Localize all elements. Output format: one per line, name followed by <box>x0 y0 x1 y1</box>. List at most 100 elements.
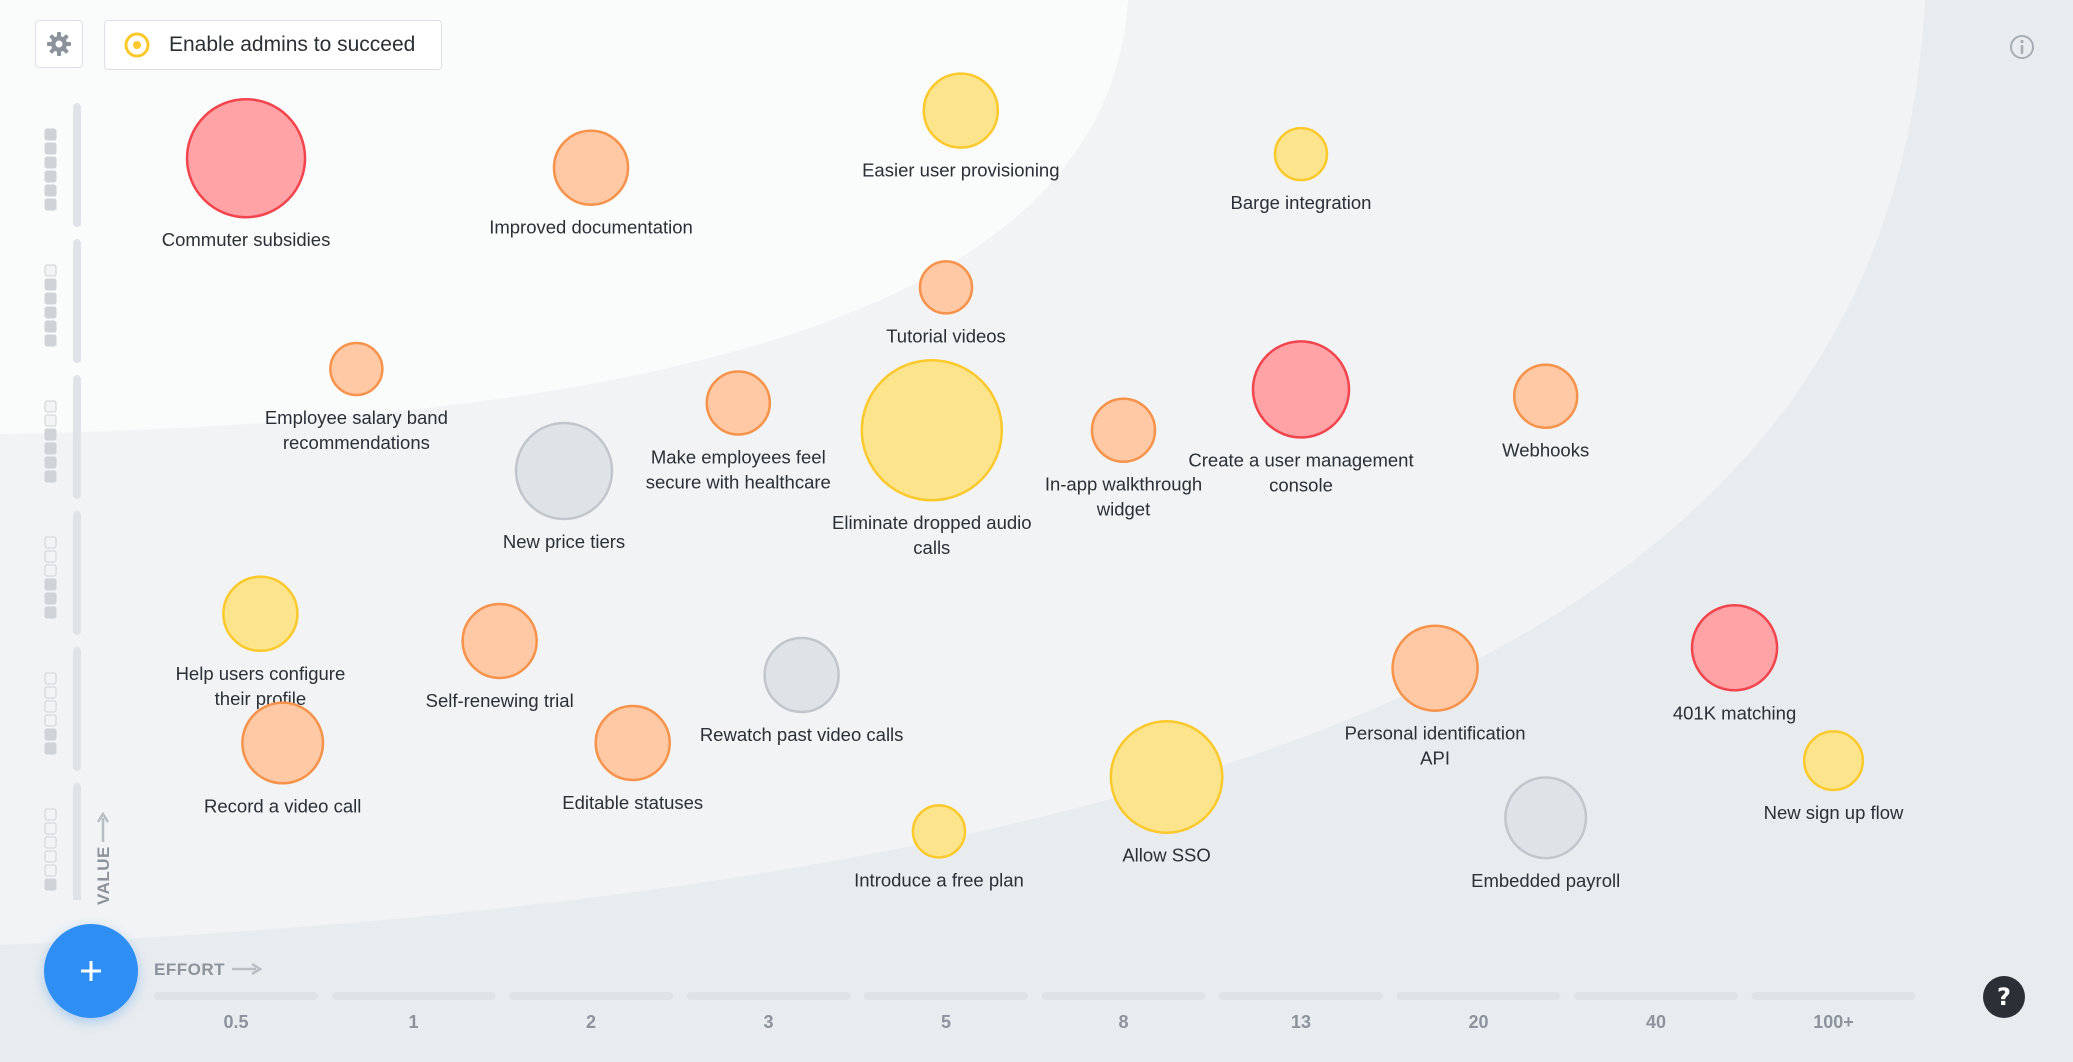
bubble-label: Rewatch past video calls <box>700 724 904 745</box>
bubble-item[interactable]: Tutorial videos <box>886 260 1006 346</box>
x-tick-label: 40 <box>1646 1012 1666 1032</box>
value-level-square <box>44 320 57 333</box>
x-tick-label: 0.5 <box>223 1012 248 1032</box>
bubble-item[interactable]: Create a user management console <box>1188 340 1414 495</box>
bubble-circle[interactable] <box>922 72 1000 149</box>
bubble-circle[interactable] <box>594 704 671 782</box>
value-level-square <box>44 198 57 211</box>
bubble-label: Improved documentation <box>489 217 693 238</box>
bubble-item[interactable]: Editable statuses <box>562 704 703 813</box>
value-level-square <box>44 278 57 291</box>
value-level-square <box>44 606 57 619</box>
value-track <box>73 511 81 635</box>
value-level-square <box>44 456 57 469</box>
x-tick-track <box>686 992 851 1000</box>
bubble-item[interactable]: Record a video call <box>204 701 361 817</box>
bubble-item[interactable]: Rewatch past video calls <box>700 636 904 745</box>
value-level-square <box>44 550 57 563</box>
bubble-item[interactable]: Eliminate dropped audio calls <box>832 358 1032 558</box>
x-tick-track <box>1219 992 1383 1000</box>
value-level-square <box>44 264 57 277</box>
bubble-circle[interactable] <box>1690 604 1779 692</box>
bubble-item[interactable]: New price tiers <box>503 421 625 552</box>
bubble-item[interactable]: Barge integration <box>1231 126 1372 213</box>
bubble-item[interactable]: Webhooks <box>1502 363 1589 461</box>
bubble-label: Barge integration <box>1231 192 1372 213</box>
bubble-item[interactable]: Make employees feel secure with healthcar… <box>646 370 831 493</box>
bubble-item[interactable]: Commuter subsidies <box>162 97 331 250</box>
value-level-square <box>44 536 57 549</box>
value-level-square <box>44 564 57 577</box>
bubble-item[interactable]: Self-renewing trial <box>426 602 574 711</box>
bubble-circle[interactable] <box>1109 720 1224 834</box>
bubble-circle[interactable] <box>1251 340 1351 439</box>
goal-selector[interactable]: Enable admins to succeed <box>104 20 442 70</box>
bubble-item[interactable]: 401K matching <box>1673 604 1796 723</box>
bubble-label: Create a user management console <box>1188 449 1413 495</box>
bubble-circle[interactable] <box>1512 363 1579 429</box>
bubble-label: New price tiers <box>503 531 625 552</box>
bubble-circle[interactable] <box>185 97 307 219</box>
bubble-circle[interactable] <box>1802 730 1865 792</box>
bubble-item[interactable]: In-app walkthrough widget <box>1045 397 1202 520</box>
value-track <box>73 647 81 771</box>
x-tick-label: 3 <box>763 1012 773 1032</box>
bubble-circle[interactable] <box>911 804 967 859</box>
bubble-label: Commuter subsidies <box>162 229 331 250</box>
bubble-circle[interactable] <box>705 370 772 436</box>
bubble-circle[interactable] <box>918 260 974 315</box>
value-level-square <box>44 128 57 141</box>
bubble-item[interactable]: Employee salary band recommendations <box>265 341 448 453</box>
bubble-label: New sign up flow <box>1764 802 1904 823</box>
bubble-item[interactable]: Personal identification API <box>1345 624 1526 769</box>
value-level-square <box>44 700 57 713</box>
bubble-item[interactable]: Allow SSO <box>1109 720 1224 866</box>
bubble-circle[interactable] <box>860 358 1004 502</box>
bubble-circle[interactable] <box>461 602 538 680</box>
value-level-square <box>44 442 57 455</box>
value-level-square <box>44 592 57 605</box>
value-level-square <box>44 578 57 591</box>
bubble-circle[interactable] <box>329 341 384 397</box>
bubble-item[interactable]: New sign up flow <box>1764 730 1904 823</box>
bubble-label: Webhooks <box>1502 440 1589 461</box>
value-level-square <box>44 864 57 877</box>
bubble-label: In-app walkthrough widget <box>1045 474 1202 520</box>
bubble-item[interactable]: Improved documentation <box>489 129 693 238</box>
x-tick-label: 2 <box>586 1012 596 1032</box>
value-track <box>73 783 81 900</box>
settings-button[interactable] <box>35 20 83 68</box>
x-tick-label: 20 <box>1468 1012 1488 1032</box>
x-tick-track <box>1574 992 1738 1000</box>
bubble-circle[interactable] <box>1391 624 1479 712</box>
bubble-circle[interactable] <box>1504 776 1588 860</box>
add-item-button[interactable] <box>44 924 138 1018</box>
value-level-square <box>44 728 57 741</box>
value-level-square <box>44 428 57 441</box>
bubble-circle[interactable] <box>241 701 325 785</box>
bubble-label: Easier user provisioning <box>862 160 1059 181</box>
bubble-circle[interactable] <box>1273 126 1329 182</box>
help-button[interactable]: ? <box>1983 976 2025 1018</box>
info-icon[interactable] <box>2008 33 2036 61</box>
bubble-label: Employee salary band recommendations <box>265 407 448 453</box>
bubble-item[interactable]: Introduce a free plan <box>854 804 1024 890</box>
bubble-label: Introduce a free plan <box>854 869 1024 890</box>
x-tick-track <box>509 992 673 1000</box>
value-level-square <box>44 714 57 727</box>
x-axis-title: EFFORT <box>154 960 225 979</box>
value-level-square <box>44 184 57 197</box>
bubble-circle[interactable] <box>222 575 299 653</box>
bubble-circle[interactable] <box>552 129 630 206</box>
bubble-circle[interactable] <box>1090 397 1157 463</box>
bubble-label: Self-renewing trial <box>426 690 574 711</box>
bubble-circle[interactable] <box>763 636 840 714</box>
inner-region <box>0 0 1128 434</box>
bubble-item[interactable]: Easier user provisioning <box>862 72 1060 181</box>
bubble-item[interactable]: Embedded payroll <box>1471 776 1620 892</box>
bubble-label: Editable statuses <box>562 792 703 813</box>
bubble-item[interactable]: Help users configure their profile <box>176 575 346 709</box>
x-tick-track <box>864 992 1028 1000</box>
value-level-square <box>44 836 57 849</box>
bubble-circle[interactable] <box>514 421 614 521</box>
